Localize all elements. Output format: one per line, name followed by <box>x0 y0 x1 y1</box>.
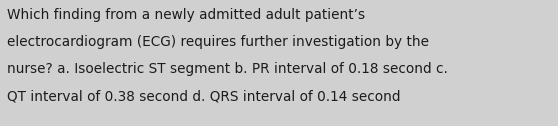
Text: Which finding from a newly admitted adult patient’s: Which finding from a newly admitted adul… <box>7 8 365 22</box>
Text: electrocardiogram (ECG) requires further investigation by the: electrocardiogram (ECG) requires further… <box>7 35 429 49</box>
Text: nurse? a. Isoelectric ST segment b. PR interval of 0.18 second c.: nurse? a. Isoelectric ST segment b. PR i… <box>7 62 448 76</box>
Text: QT interval of 0.38 second d. QRS interval of 0.14 second: QT interval of 0.38 second d. QRS interv… <box>7 89 401 103</box>
